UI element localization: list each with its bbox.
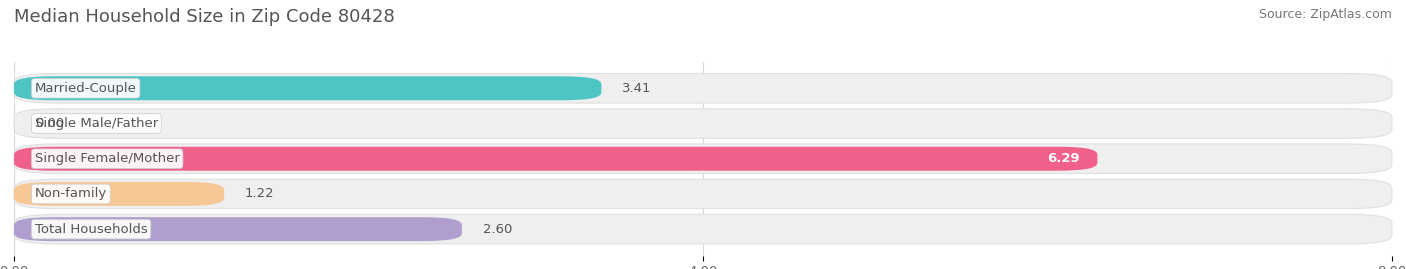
Text: 1.22: 1.22	[245, 187, 274, 200]
Text: Married-Couple: Married-Couple	[35, 82, 136, 95]
FancyBboxPatch shape	[14, 217, 463, 241]
FancyBboxPatch shape	[14, 179, 1392, 209]
Text: Median Household Size in Zip Code 80428: Median Household Size in Zip Code 80428	[14, 8, 395, 26]
FancyBboxPatch shape	[14, 214, 1392, 244]
FancyBboxPatch shape	[14, 147, 1098, 171]
Text: 3.41: 3.41	[621, 82, 651, 95]
Text: Single Female/Mother: Single Female/Mother	[35, 152, 180, 165]
Text: Total Households: Total Households	[35, 223, 148, 236]
Text: Non-family: Non-family	[35, 187, 107, 200]
FancyBboxPatch shape	[14, 144, 1392, 174]
FancyBboxPatch shape	[14, 73, 1392, 103]
Text: Single Male/Father: Single Male/Father	[35, 117, 157, 130]
Text: Source: ZipAtlas.com: Source: ZipAtlas.com	[1258, 8, 1392, 21]
Text: 2.60: 2.60	[482, 223, 512, 236]
FancyBboxPatch shape	[14, 182, 224, 206]
FancyBboxPatch shape	[14, 109, 1392, 138]
Text: 0.00: 0.00	[35, 117, 65, 130]
Text: 6.29: 6.29	[1047, 152, 1080, 165]
FancyBboxPatch shape	[14, 76, 602, 100]
